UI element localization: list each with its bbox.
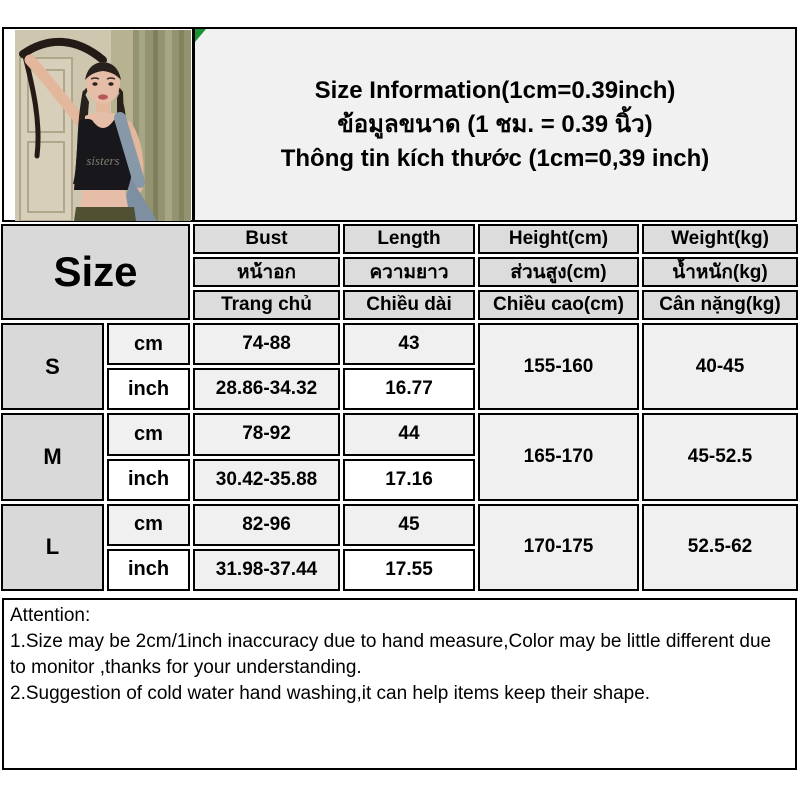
col-header-weight-vi: Cân nặng(kg)	[642, 290, 798, 320]
attention-note-1: 1.Size may be 2cm/1inch inaccuracy due t…	[10, 631, 772, 678]
cell-l-bust-cm: 82-96	[193, 503, 340, 546]
cell-s-length-inch: 16.77	[343, 368, 475, 411]
header-section: sisters Size Information(1cm=0.39inch) ข…	[2, 27, 797, 222]
shirt-text: sisters	[86, 153, 119, 168]
unit-label-cm: cm	[107, 503, 190, 546]
col-header-length-en: Length	[343, 224, 475, 254]
cell-m-height: 165-170	[478, 413, 639, 501]
size-table: Size Bust Length Height(cm) Weight(kg) ห…	[1, 224, 798, 591]
col-header-bust-vi: Trang chủ	[193, 290, 340, 320]
col-header-height-vi: Chiều cao(cm)	[478, 290, 639, 320]
col-header-length-th: ความยาว	[343, 257, 475, 287]
title-thai: ข้อมูลขนาด (1 ชม. = 0.39 นิ้ว)	[337, 111, 653, 138]
cell-l-height: 170-175	[478, 503, 639, 591]
product-photo-cell: sisters	[4, 29, 195, 221]
col-header-height-th: ส่วนสูง(cm)	[478, 257, 639, 287]
cell-l-weight: 52.5-62	[642, 503, 798, 591]
attention-heading: Attention:	[10, 605, 91, 626]
col-header-length-vi: Chiều dài	[343, 290, 475, 320]
cell-s-bust-cm: 74-88	[193, 323, 340, 366]
title-english: Size Information(1cm=0.39inch)	[314, 77, 676, 104]
col-header-height-en: Height(cm)	[478, 224, 639, 254]
title-vietnamese: Thông tin kích thước (1cm=0,39 inch)	[280, 145, 710, 172]
col-header-bust-en: Bust	[193, 224, 340, 254]
title-block: Size Information(1cm=0.39inch) ข้อมูลขนา…	[195, 29, 795, 220]
unit-label-inch: inch	[107, 458, 190, 501]
size-corner-label: Size	[1, 224, 190, 320]
col-header-weight-th: น้ำหนัก(kg)	[642, 257, 798, 287]
unit-label-inch: inch	[107, 368, 190, 411]
cell-s-height: 155-160	[478, 323, 639, 411]
unit-label-cm: cm	[107, 323, 190, 366]
cell-s-weight: 40-45	[642, 323, 798, 411]
size-label-l: L	[1, 503, 104, 591]
cell-l-length-cm: 45	[343, 503, 475, 546]
cell-l-bust-inch: 31.98-37.44	[193, 548, 340, 591]
cell-s-bust-inch: 28.86-34.32	[193, 368, 340, 411]
green-corner-marker-icon	[195, 29, 206, 42]
size-label-m: M	[1, 413, 104, 501]
attention-note-2: 2.Suggestion of cold water hand washing,…	[10, 683, 651, 704]
cell-m-length-inch: 17.16	[343, 458, 475, 501]
attention-notes: Attention: 1.Size may be 2cm/1inch inacc…	[2, 598, 797, 770]
col-header-bust-th: หน้าอก	[193, 257, 340, 287]
cell-s-length-cm: 43	[343, 323, 475, 366]
cell-m-bust-inch: 30.42-35.88	[193, 458, 340, 501]
unit-label-inch: inch	[107, 548, 190, 591]
cell-m-bust-cm: 78-92	[193, 413, 340, 456]
cell-m-weight: 45-52.5	[642, 413, 798, 501]
model-photo-illustration: sisters	[15, 30, 191, 221]
unit-label-cm: cm	[107, 413, 190, 456]
cell-m-length-cm: 44	[343, 413, 475, 456]
size-label-s: S	[1, 323, 104, 411]
cell-l-length-inch: 17.55	[343, 548, 475, 591]
col-header-weight-en: Weight(kg)	[642, 224, 798, 254]
